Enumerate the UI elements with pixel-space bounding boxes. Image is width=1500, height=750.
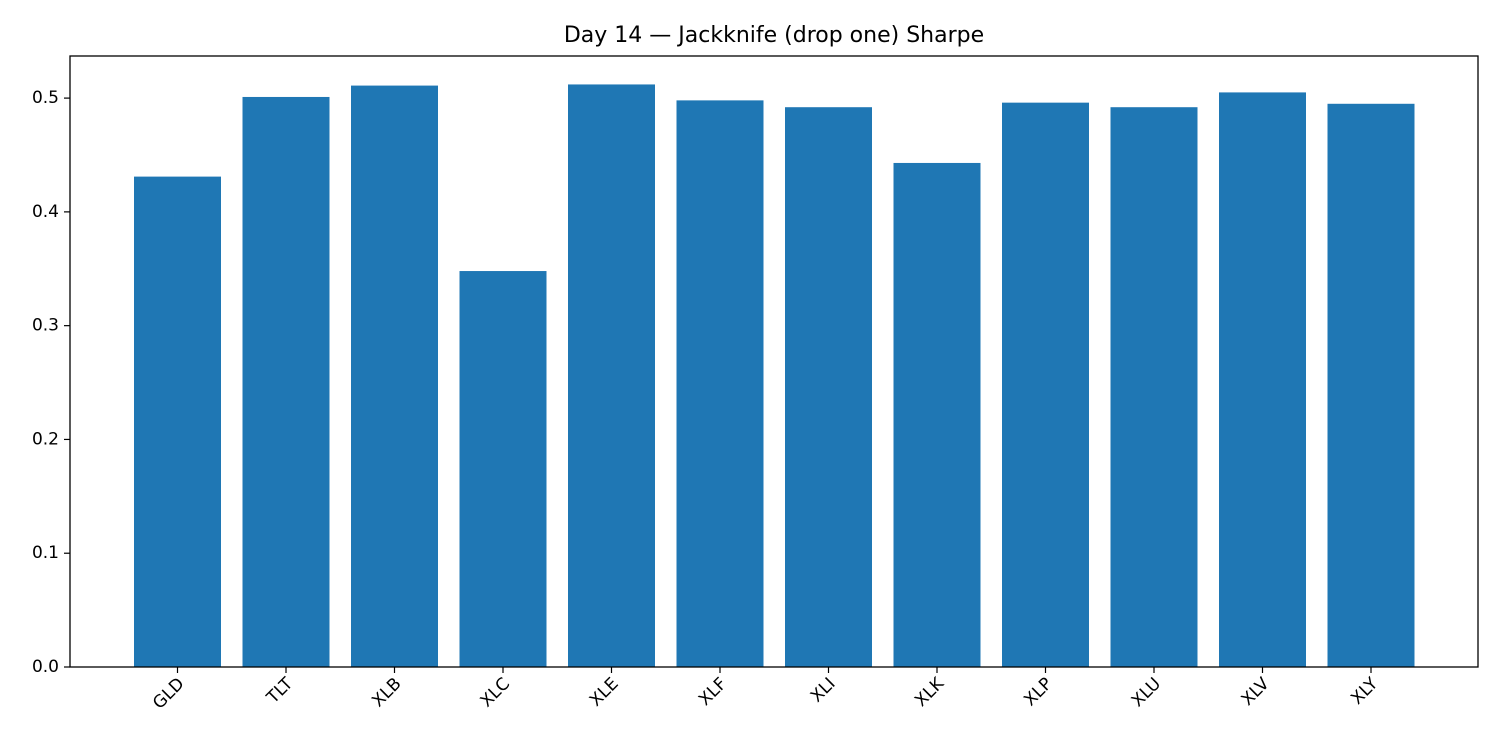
bar-xlb xyxy=(351,85,438,667)
y-tick-label: 0.2 xyxy=(32,429,59,449)
x-tick-label: XLC xyxy=(477,674,514,711)
bar-xlu xyxy=(1110,107,1198,668)
y-tick-label: 0.0 xyxy=(32,657,59,677)
x-tick-label: XLK xyxy=(911,673,949,711)
x-tick-label: GLD xyxy=(149,674,188,713)
y-axis: 0.0 0.1 0.2 0.3 0.4 0.5 xyxy=(32,88,70,677)
x-tick-label: XLI xyxy=(807,674,840,707)
bar-xlf xyxy=(676,100,764,668)
y-tick-label: 0.5 xyxy=(32,88,59,108)
x-axis: GLD TLT XLB XLC XLE XLF XLI XLK XLP XLU XLV XLY xyxy=(149,667,1383,713)
x-tick-label: XLV xyxy=(1238,674,1274,710)
bar-xlc xyxy=(459,271,547,667)
x-tick-label: XLF xyxy=(695,674,731,710)
x-tick-label: XLE xyxy=(586,674,623,711)
bar-xly xyxy=(1327,103,1415,667)
bar-gld xyxy=(134,176,221,668)
chart-title: Day 14 — Jackknife (drop one) Sharpe xyxy=(564,23,984,48)
y-tick-label: 0.3 xyxy=(32,316,59,336)
bar-xli xyxy=(785,107,872,668)
bar-xlk xyxy=(893,162,981,668)
bar-xle xyxy=(568,84,655,667)
bar-xlv xyxy=(1219,92,1306,668)
bars-layer xyxy=(134,84,1415,668)
x-tick-label: XLP xyxy=(1020,674,1056,710)
x-tick-label: TLT xyxy=(262,673,297,708)
x-tick-label: XLU xyxy=(1128,674,1165,711)
bar-xlp xyxy=(1002,102,1089,668)
x-tick-label: XLY xyxy=(1347,673,1382,708)
x-tick-label: XLB xyxy=(368,674,405,711)
y-tick-label: 0.4 xyxy=(32,202,59,222)
plot-frame xyxy=(69,55,1479,668)
bar-tlt xyxy=(242,96,330,668)
y-tick-label: 0.1 xyxy=(32,543,59,563)
